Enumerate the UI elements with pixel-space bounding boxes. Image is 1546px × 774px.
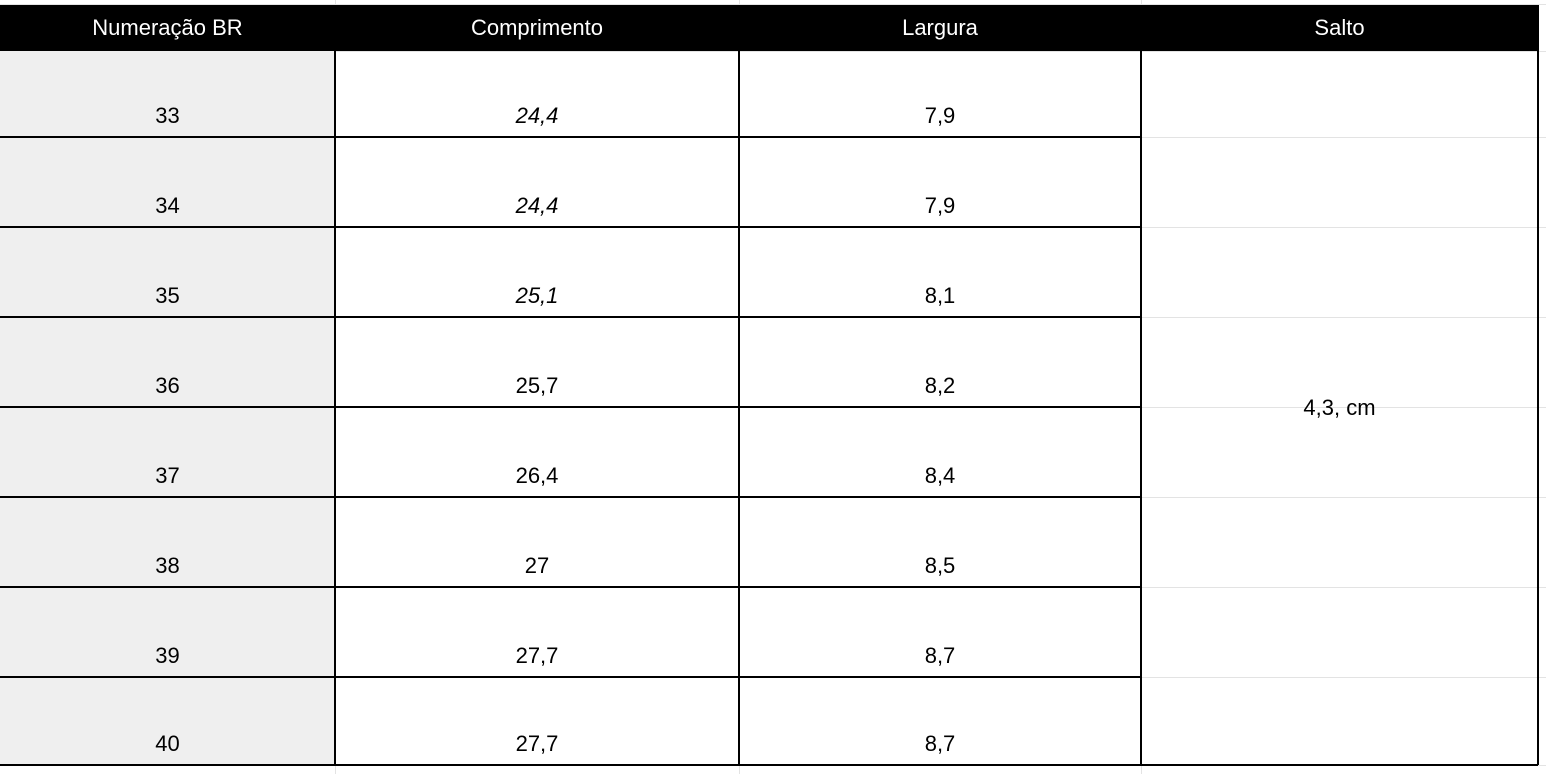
table-cell: 8,1 <box>924 283 956 308</box>
border <box>0 316 1141 318</box>
table-cell: 24,4 <box>515 103 559 128</box>
table-cell: 35 <box>0 227 335 317</box>
header-cell: Comprimento <box>335 5 739 51</box>
grid-line <box>0 4 1546 5</box>
table-cell: 33 <box>0 51 335 137</box>
table-cell: 25,1 <box>515 283 559 308</box>
table-cell: 8,7 <box>924 731 956 756</box>
border <box>1537 5 1539 765</box>
border <box>0 764 1538 766</box>
header-cell: Salto <box>1141 5 1538 51</box>
border <box>334 51 336 765</box>
border <box>0 226 1141 228</box>
table-cell: 8,7 <box>924 643 956 668</box>
border <box>0 406 1141 408</box>
merged-cell: 4,3, cm <box>1303 395 1376 420</box>
table-cell: 38 <box>0 497 335 587</box>
table-cell: 26,4 <box>515 463 559 488</box>
table-cell: 7,9 <box>924 193 956 218</box>
table-cell: 25,7 <box>515 373 559 398</box>
border <box>1140 51 1142 765</box>
grid-line <box>0 51 1546 52</box>
table-cell: 39 <box>0 587 335 677</box>
table-cell: 8,5 <box>924 553 956 578</box>
table-cell: 7,9 <box>924 103 956 128</box>
table-cell: 40 <box>0 677 335 765</box>
table-cell: 27 <box>524 553 550 578</box>
header-cell: Largura <box>739 5 1141 51</box>
table-cell: 27,7 <box>515 643 559 668</box>
table-cell: 8,2 <box>924 373 956 398</box>
border <box>738 51 740 765</box>
table-cell: 24,4 <box>515 193 559 218</box>
table-cell: 27,7 <box>515 731 559 756</box>
border <box>0 136 1141 138</box>
border <box>0 586 1141 588</box>
table-cell: 36 <box>0 317 335 407</box>
border <box>0 496 1141 498</box>
header-cell: Numeração BR <box>0 5 335 51</box>
table-cell: 37 <box>0 407 335 497</box>
table-cell: 8,4 <box>924 463 956 488</box>
border <box>0 676 1141 678</box>
table-cell: 34 <box>0 137 335 227</box>
